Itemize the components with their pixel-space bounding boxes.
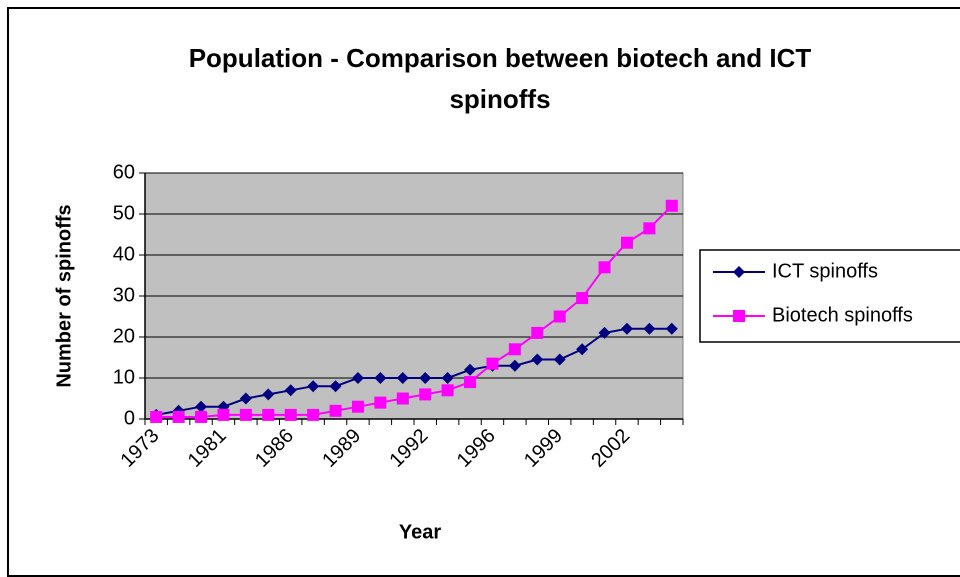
marker — [419, 388, 432, 401]
marker — [262, 408, 275, 421]
marker — [486, 357, 499, 370]
marker — [396, 392, 409, 405]
marker — [374, 396, 387, 409]
marker — [643, 222, 656, 235]
marker — [195, 410, 208, 423]
y-tick-label: 40 — [113, 243, 135, 265]
y-tick-label: 10 — [113, 366, 135, 388]
marker — [150, 410, 163, 423]
marker — [441, 384, 454, 397]
legend-label: Biotech spinoffs — [772, 304, 913, 326]
marker — [733, 310, 745, 322]
marker — [329, 380, 342, 393]
marker — [643, 322, 656, 335]
marker — [576, 343, 589, 356]
marker — [262, 388, 275, 401]
marker — [172, 410, 185, 423]
y-axis-title: Number of spinoffs — [53, 204, 75, 387]
marker — [531, 326, 544, 339]
y-tick-label: 0 — [124, 407, 135, 429]
marker — [307, 408, 320, 421]
marker — [508, 343, 521, 356]
marker — [195, 400, 208, 413]
marker — [284, 408, 297, 421]
y-tick-label: 20 — [113, 325, 135, 347]
marker — [553, 310, 566, 323]
marker — [239, 408, 252, 421]
marker — [598, 261, 611, 274]
marker — [329, 404, 342, 417]
marker — [351, 372, 364, 384]
marker — [396, 372, 409, 384]
marker — [598, 326, 611, 339]
marker — [307, 380, 320, 393]
marker — [553, 353, 566, 366]
legend-label: ICT spinoffs — [772, 260, 878, 282]
marker — [508, 359, 521, 372]
marker — [464, 376, 477, 389]
marker — [351, 400, 364, 413]
marker — [531, 353, 544, 366]
marker — [284, 384, 297, 397]
marker — [239, 392, 252, 405]
marker — [620, 322, 633, 335]
marker — [665, 322, 678, 335]
legend-box — [699, 249, 960, 343]
chart-title: Population - Comparison between biotech … — [188, 43, 812, 114]
y-tick-label: 60 — [113, 161, 135, 183]
marker — [665, 199, 678, 212]
marker — [217, 408, 230, 421]
marker — [441, 372, 454, 384]
marker — [620, 236, 633, 249]
marker — [576, 292, 589, 305]
marker — [374, 372, 387, 384]
y-tick-label: 30 — [113, 284, 135, 306]
marker — [733, 266, 745, 278]
y-tick-label: 50 — [113, 202, 135, 224]
marker — [419, 372, 432, 384]
x-axis-title: Year — [399, 521, 441, 543]
marker — [464, 363, 477, 376]
